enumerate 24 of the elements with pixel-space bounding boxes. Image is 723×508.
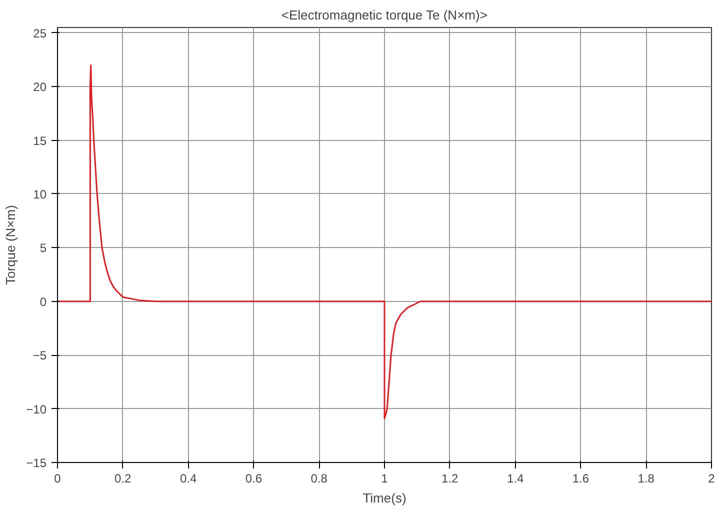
x-tick-label: 0.8 bbox=[310, 472, 328, 486]
x-tick-label: 1.8 bbox=[638, 472, 655, 486]
x-tick-label: 0 bbox=[54, 472, 62, 486]
x-tick-label: 0.4 bbox=[180, 472, 197, 486]
x-tick-label: 0.6 bbox=[245, 472, 262, 486]
y-tick-label: −10 bbox=[26, 402, 47, 416]
y-tick-label: 15 bbox=[33, 134, 47, 148]
y-tick-label: −5 bbox=[32, 348, 47, 363]
x-tick-label: 1.6 bbox=[572, 472, 590, 486]
y-tick-label: 5 bbox=[40, 241, 47, 256]
y-tick-label: 20 bbox=[33, 80, 47, 94]
x-tick-label: 1 bbox=[381, 472, 388, 486]
x-tick-label: 0.2 bbox=[114, 472, 132, 486]
line-series bbox=[58, 64, 712, 420]
y-tick-label: 25 bbox=[33, 26, 47, 40]
x-axis-title: Time(s) bbox=[362, 490, 406, 506]
x-tick-label: 1.4 bbox=[506, 472, 524, 486]
y-axis-title: Torque (N×m) bbox=[3, 205, 18, 285]
y-tick-label: −15 bbox=[26, 456, 47, 470]
y-tick-label: 10 bbox=[33, 187, 47, 202]
y-tick-label: 0 bbox=[40, 294, 47, 309]
x-tick-label: 1.2 bbox=[442, 472, 459, 486]
x-tick-label: 2 bbox=[708, 472, 716, 486]
chart-title: <Electromagnetic torque Te (N×m)> bbox=[281, 8, 488, 22]
